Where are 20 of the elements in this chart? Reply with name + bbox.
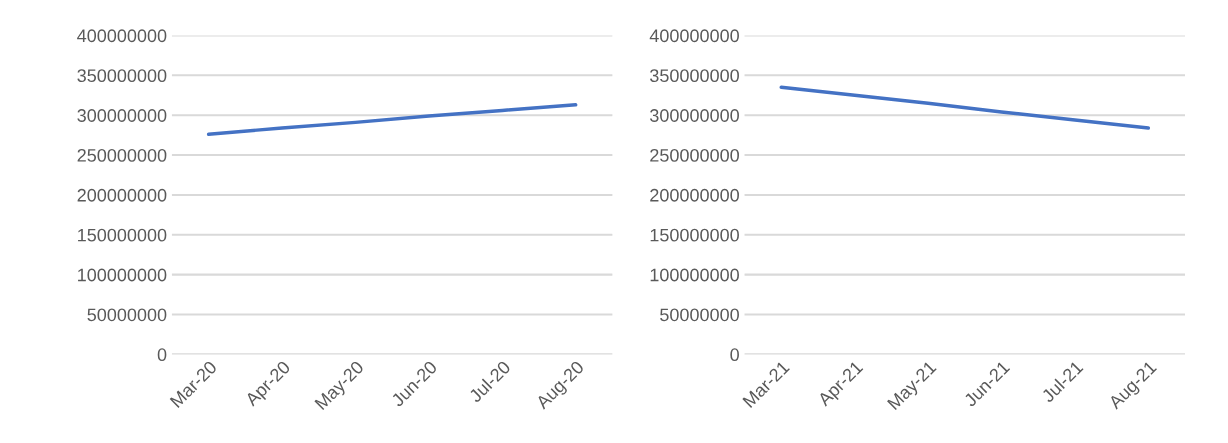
y-tick-label: 0 xyxy=(157,348,167,362)
y-tick-label: 50000000 xyxy=(87,308,167,322)
line-series xyxy=(206,103,578,137)
y-tick-label: 300000000 xyxy=(77,109,167,122)
y-tick-label: 200000000 xyxy=(77,188,167,202)
y-tick-label: 300000000 xyxy=(650,109,739,122)
y-tick-label: 50000000 xyxy=(660,308,739,322)
y-tick-label: 250000000 xyxy=(650,148,739,162)
y-tick-label: 100000000 xyxy=(78,268,167,282)
y-tick-label: 150000000 xyxy=(78,228,167,242)
y-tick-label: 150000000 xyxy=(650,228,739,242)
y-tick-label: 350000000 xyxy=(650,69,739,83)
y-tick-label: 400000000 xyxy=(649,29,739,43)
y-tick-label: 250000000 xyxy=(77,148,167,162)
y-tick-label: 400000000 xyxy=(77,29,167,43)
y-tick-label: 0 xyxy=(730,348,739,362)
line-series xyxy=(779,85,1151,130)
y-tick-label: 350000000 xyxy=(77,69,167,83)
y-tick-label: 100000000 xyxy=(650,268,739,282)
y-tick-label: 200000000 xyxy=(650,188,739,202)
